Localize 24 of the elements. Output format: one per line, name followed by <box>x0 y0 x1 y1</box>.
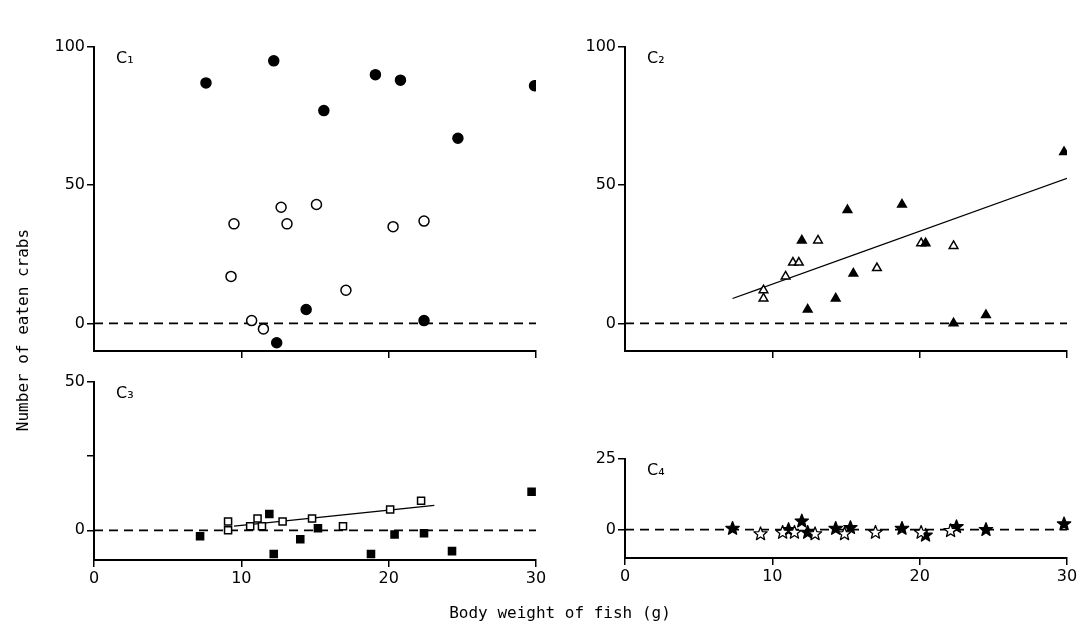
y-tick-label: 25 <box>595 448 616 468</box>
y-tick-label: 100 <box>54 36 85 56</box>
y-tick-label: 0 <box>74 519 85 539</box>
y-axis-title: Number of eaten crabs <box>12 228 32 432</box>
y-tick-label: 0 <box>74 312 85 332</box>
x-tick-label: 20 <box>909 565 930 585</box>
y-tick-label: 50 <box>595 174 616 194</box>
y-tick-label: 0 <box>605 518 616 538</box>
x-tick-label: 10 <box>231 567 252 587</box>
x-tick-label: 30 <box>525 567 547 587</box>
chart-title: C₃ <box>116 383 134 403</box>
x-tick-label: 10 <box>762 565 783 585</box>
chart-title: C₂ <box>647 48 665 68</box>
x-tick-label: 30 <box>1056 565 1078 585</box>
x-axis-title: Body weight of fish (g) <box>449 602 671 622</box>
x-tick-label: 20 <box>378 567 399 587</box>
x-tick-label: 0 <box>619 565 631 585</box>
y-tick-label: 0 <box>605 312 616 332</box>
chart-title: C₄ <box>647 460 665 480</box>
y-tick-label: 50 <box>64 371 85 391</box>
chart-title: C₁ <box>116 48 134 68</box>
y-tick-label: 100 <box>585 36 616 56</box>
x-tick-label: 0 <box>88 567 100 587</box>
y-tick-label: 50 <box>64 174 85 194</box>
